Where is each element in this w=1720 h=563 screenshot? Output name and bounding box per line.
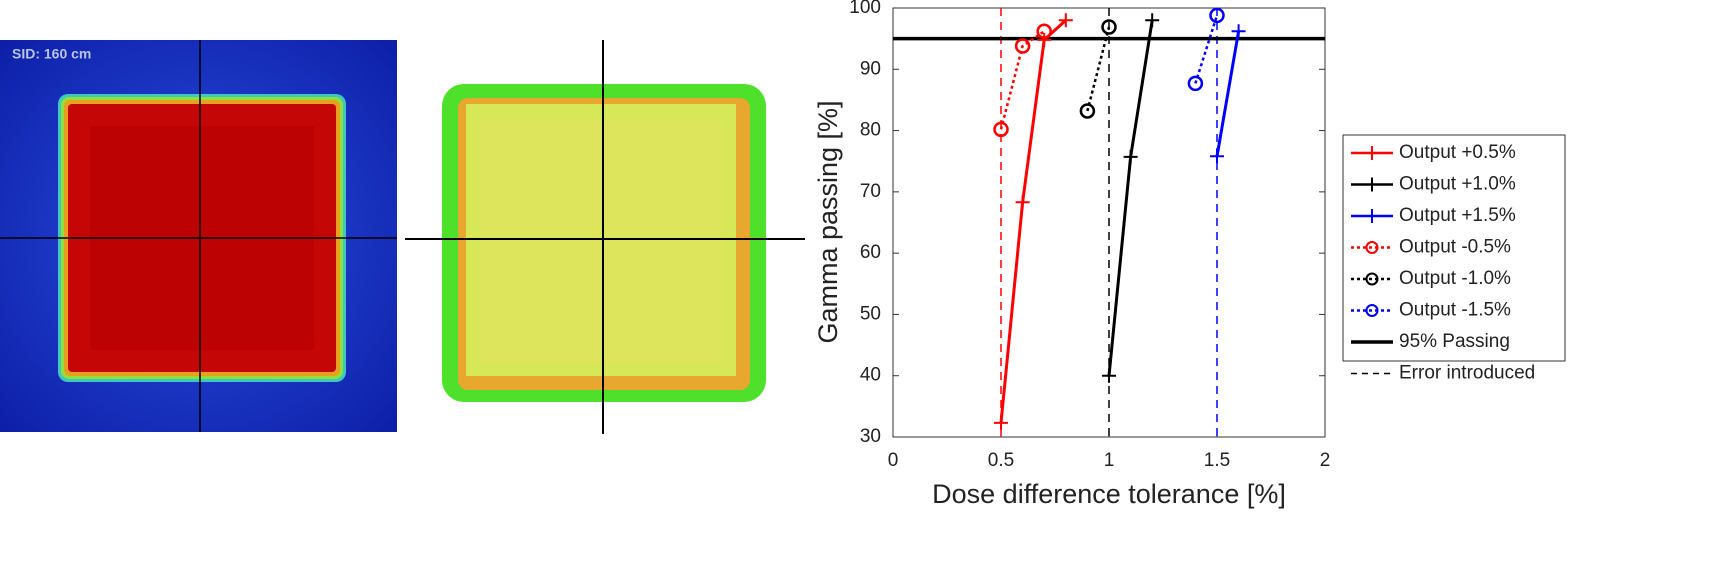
- marker: [1231, 24, 1246, 39]
- legend-label: Output -0.5%: [1399, 237, 1511, 258]
- legend-box: [1342, 134, 1566, 362]
- y-tick-label: 60: [860, 242, 881, 263]
- legend-marker: [1365, 272, 1379, 286]
- legend-label: 95% Passing: [1399, 331, 1510, 352]
- dose-image: SID: 160 cm: [0, 40, 397, 432]
- marker: [1187, 75, 1204, 92]
- y-tick-label: 50: [860, 303, 881, 324]
- y-tick-label: 40: [860, 365, 881, 386]
- x-tick-label: 2: [1320, 450, 1331, 471]
- marker: [1015, 195, 1030, 210]
- marker: [1014, 38, 1031, 54]
- y-tick-label: 30: [860, 426, 881, 447]
- marker: [1123, 149, 1138, 164]
- legend-marker: [1365, 146, 1379, 160]
- y-tick-label: 90: [860, 58, 881, 79]
- y-tick-label: 70: [860, 181, 881, 202]
- legend-label: Output -1.0%: [1399, 268, 1511, 289]
- marker: [1102, 368, 1116, 383]
- marker: [1101, 19, 1117, 35]
- legend-marker: [1365, 177, 1379, 192]
- legend-label: Output +0.5%: [1399, 142, 1516, 163]
- legend-label: Error introduced: [1399, 363, 1535, 384]
- gamma-image: [405, 40, 805, 434]
- legend-label: Output -1.5%: [1399, 300, 1511, 321]
- series-line: [999, 30, 1045, 130]
- y-tick-label: 100: [849, 0, 881, 18]
- y-tick-label: 80: [860, 120, 881, 141]
- x-tick-label: 0.5: [988, 450, 1014, 471]
- x-tick-label: 1: [1104, 450, 1115, 471]
- legend-marker: [1365, 304, 1379, 317]
- marker: [993, 121, 1009, 138]
- x-tick-label: 1.5: [1204, 450, 1230, 471]
- legend-label: Output +1.5%: [1399, 205, 1516, 226]
- x-tick-label: 0: [888, 450, 899, 471]
- series-line: [999, 19, 1067, 424]
- marker: [1037, 32, 1052, 47]
- x-axis-label: Dose difference tolerance [%]: [932, 479, 1286, 509]
- series-line: [1086, 26, 1111, 112]
- series-line: [1215, 31, 1241, 157]
- image-label: SID: 160 cm: [12, 46, 91, 62]
- marker: [994, 415, 1008, 430]
- line-chart: Dose difference tolerance [%] Gamma pass…: [813, 100, 1286, 509]
- legend-marker: [1365, 241, 1379, 254]
- marker: [1209, 7, 1225, 24]
- marker: [1145, 13, 1160, 28]
- legend-label: Output +1.0%: [1399, 174, 1516, 195]
- marker: [1058, 13, 1073, 28]
- marker: [1079, 103, 1096, 119]
- marker: [1210, 149, 1224, 164]
- marker: [1036, 23, 1052, 40]
- y-axis-label: Gamma passing [%]: [813, 100, 843, 343]
- legend-marker: [1365, 209, 1379, 223]
